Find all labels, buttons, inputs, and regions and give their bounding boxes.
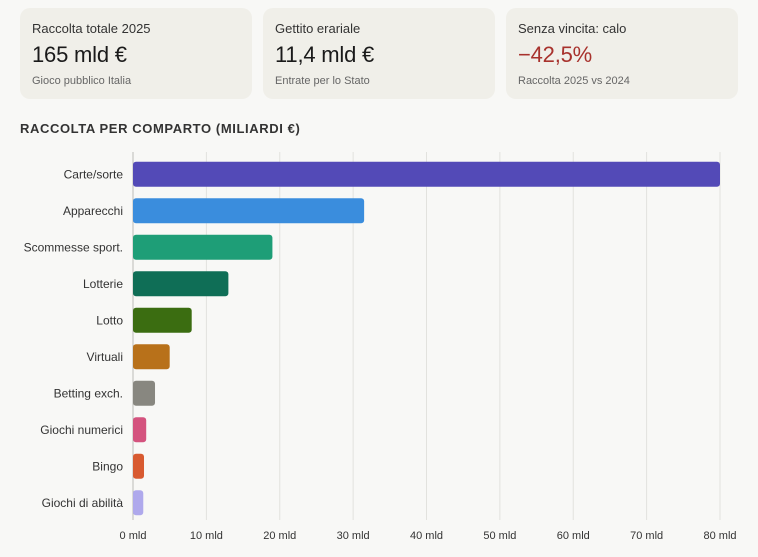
kpi-card-decline: Senza vincita: calo −42,5% Raccolta 2025… [506,8,738,99]
x-tick-label: 10 mld [190,530,223,542]
kpi-label: Gettito erariale [275,21,361,36]
kpi-card-tax: Gettito erariale 11,4 mld € Entrate per … [263,8,495,99]
bar-lotterie [133,271,229,297]
bar-apparecchi [133,198,365,224]
kpi-value: 11,4 mld € [275,42,375,67]
category-label: Apparecchi [63,204,123,218]
kpi-value: −42,5% [518,42,593,67]
bar-carte-sorte [133,161,720,187]
kpi-subtitle: Gioco pubblico Italia [32,75,132,87]
x-tick-label: 50 mld [483,530,516,542]
x-axis-ticks: 0 mld 10 mld 20 mld 30 mld 40 mld 50 mld 60 ml… [120,530,737,542]
x-tick-label: 30 mld [337,530,370,542]
bar-betting-exch [133,380,156,406]
kpi-label: Senza vincita: calo [518,21,627,36]
kpi-cards: Raccolta totale 2025 165 mld € Gioco pub… [20,8,738,99]
x-tick-label: 80 mld [703,530,736,542]
x-tick-label: 60 mld [557,530,590,542]
bar-scommesse-sport [133,234,273,260]
bar-giochi-numerici [133,417,147,443]
category-label: Scommesse sport. [24,240,123,254]
kpi-subtitle: Raccolta 2025 vs 2024 [518,75,630,87]
bar-virtuali [133,344,170,370]
bar-bingo [133,453,145,479]
category-label: Giochi di abilità [42,496,124,510]
bar-giochi-di-abilit [133,490,144,516]
kpi-value: 165 mld € [32,42,127,67]
category-label: Lotto [96,313,123,327]
kpi-subtitle: Entrate per lo Stato [275,75,370,87]
category-label: Betting exch. [54,386,123,400]
x-tick-label: 40 mld [410,530,443,542]
bar-lotto [133,307,192,333]
category-label: Lotterie [83,277,123,291]
category-label: Giochi numerici [40,423,123,437]
category-label: Bingo [92,459,123,473]
category-labels: Carte/sorte Apparecchi Scommesse sport. Lot… [24,167,124,510]
chart-title: RACCOLTA PER COMPARTO (MILIARDI €) [20,121,301,136]
category-label: Virtuali [87,350,123,364]
kpi-card-total: Raccolta totale 2025 165 mld € Gioco pub… [20,8,252,99]
bars [133,161,720,516]
kpi-label: Raccolta totale 2025 [32,21,151,36]
x-tick-label: 70 mld [630,530,663,542]
x-tick-label: 0 mld [120,530,147,542]
x-tick-label: 20 mld [263,530,296,542]
category-label: Carte/sorte [64,167,124,181]
